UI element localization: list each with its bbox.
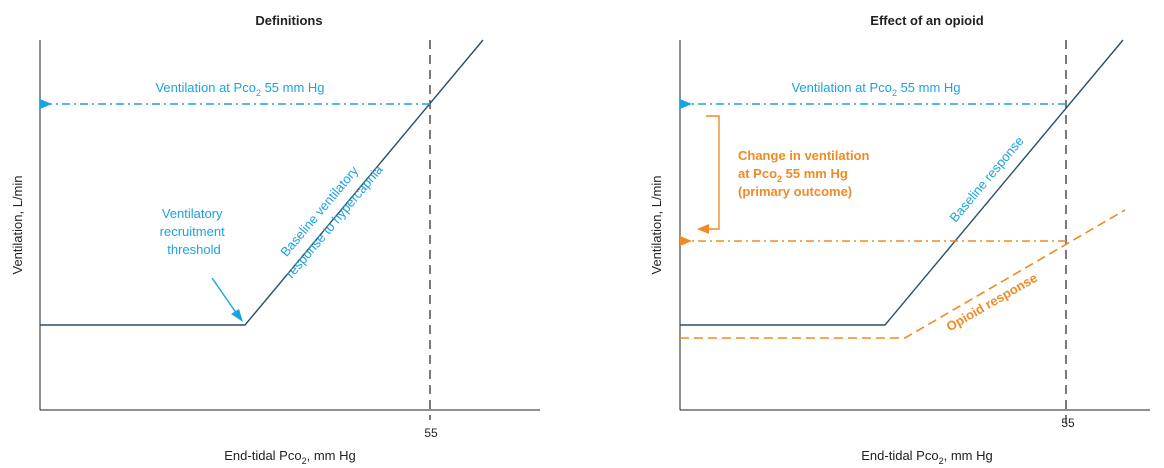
right-ventilation-arrow-label: Ventilation at Pco2 55 mm Hg [791, 80, 960, 98]
right-tick-55: 55 [1061, 416, 1075, 430]
left-ventilation-arrow-label: Ventilation at Pco2 55 mm Hg [155, 80, 324, 98]
left-y-axis-label: Ventilation, L/min [10, 175, 25, 274]
threshold-label: Ventilatory recruitment threshold [160, 206, 229, 257]
change-bracket-arrowhead [697, 224, 709, 234]
threshold-pointer-head [231, 309, 243, 322]
right-panel-title: Effect of an opioid [870, 13, 983, 28]
opioid-curve [680, 209, 1126, 339]
right-y-axis-label: Ventilation, L/min [649, 175, 664, 274]
left-panel-title: Definitions [255, 13, 322, 28]
opioid-response-label: Opioid response [944, 270, 1040, 334]
change-in-ventilation-label: Change in ventilation at Pco2 55 mm Hg (… [738, 148, 873, 199]
baseline-response-label: Baseline response [946, 133, 1026, 225]
left-tick-55: 55 [424, 426, 438, 440]
left-baseline-curve [40, 39, 484, 326]
threshold-pointer [211, 277, 238, 315]
left-panel: Definitions Ventilation, L/min End-tidal… [10, 13, 540, 466]
right-baseline-curve [680, 39, 1124, 326]
left-slope-label: Baseline ventilatory response to hyperca… [269, 150, 386, 281]
left-x-axis-label: End-tidal Pco2, mm Hg [224, 448, 355, 466]
change-bracket [706, 115, 720, 230]
right-panel: Effect of an opioid Ventilation, L/min E… [649, 13, 1150, 466]
right-x-axis-label: End-tidal Pco2, mm Hg [861, 448, 992, 466]
